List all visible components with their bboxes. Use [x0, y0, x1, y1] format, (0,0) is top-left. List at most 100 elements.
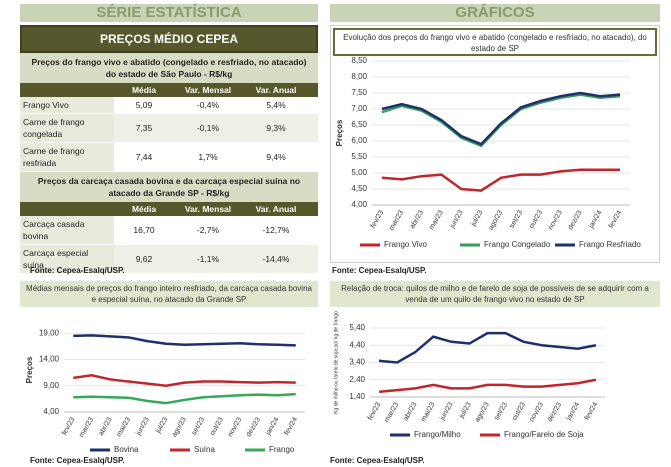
header-cell: Var. Mensal — [184, 85, 232, 95]
line — [73, 334, 296, 347]
y-tick-label: 6,00 — [351, 136, 367, 145]
line — [378, 378, 597, 394]
x-tick-label: mar/23 — [78, 416, 95, 438]
chart-title: Relação de troca: quilos de milho e de f… — [330, 281, 660, 307]
header-cell: Var. Anual — [255, 204, 297, 214]
cell: Carcaça especial suína — [20, 245, 114, 273]
cell: -0,4% — [196, 100, 220, 110]
cell: 5,09 — [135, 100, 153, 110]
x-tick-label: jun/23 — [449, 209, 465, 230]
x-tick-label: nov/23 — [528, 401, 545, 423]
chart: 1,40 2,40 3,40 4,40 5,40 fev/23 mar/23 abr/23 ma… — [333, 311, 605, 439]
source: Fonte: Cepea-Esalq/USP. — [30, 266, 125, 275]
x-tick-label: fev/23 — [61, 416, 77, 436]
x-tick-label: fev/23 — [367, 401, 383, 421]
x-tick-label: set/23 — [191, 416, 207, 436]
legend-label: Frango Resfriado — [579, 240, 641, 249]
header-cell: Var. Mensal — [184, 204, 232, 214]
header-row: Média Var. Mensal Var. Anual — [20, 83, 318, 97]
header-row: Média Var. Mensal Var. Anual — [20, 202, 318, 216]
legend-label: Bovina — [114, 445, 139, 454]
x-tick-label: set/23 — [493, 401, 509, 421]
x-tick-label: jul/23 — [470, 209, 485, 228]
cell: 1,7% — [198, 152, 218, 162]
y-tick-label: 7,50 — [351, 88, 367, 97]
legend-label: Frango/Milho — [414, 430, 461, 439]
x-tick-label: abr/23 — [403, 401, 419, 422]
cell: Frango Vivo — [20, 97, 114, 113]
line — [381, 168, 621, 192]
x-tick-label: dez/23 — [245, 416, 262, 438]
source: Fonte: Cepea-Esalq/USP. — [332, 266, 427, 275]
line — [381, 91, 621, 146]
row: Frango Vivo 5,09 -0,4% 5,4% — [20, 97, 318, 114]
cell: -1,1% — [196, 254, 220, 264]
y-axis-label: Preços — [335, 119, 344, 146]
y-tick-label: 5,00 — [351, 168, 367, 177]
source: Fonte: Cepea-Esalq/USP. — [30, 456, 125, 465]
legend-label: Frango Congelado — [484, 240, 551, 249]
x-tick-label: fev/24 — [283, 416, 299, 436]
header-cell: Média — [131, 85, 157, 95]
x-tick-label: jul/23 — [154, 416, 169, 435]
y-tick-label: 4,40 — [349, 340, 365, 349]
section-title: Preços da carcaça casada bovina e da car… — [20, 172, 318, 202]
y-tick-label: 5,50 — [351, 152, 367, 161]
chart-frame — [330, 25, 660, 263]
x-tick-label: jun/23 — [439, 401, 455, 422]
line — [73, 392, 296, 405]
header-cell: Média — [131, 204, 157, 214]
x-tick-label: fev/24 — [608, 209, 624, 229]
table-title: PREÇOS MÉDIO CEPEA — [20, 25, 318, 53]
table: PREÇOS MÉDIO CEPEA Preços do frango vivo… — [20, 25, 318, 274]
y-axis-label: Preços — [25, 356, 34, 383]
x-tick-label: fev/23 — [370, 209, 386, 229]
cell: 9,3% — [266, 123, 286, 133]
right-header: GRÁFICOS — [330, 4, 660, 22]
x-tick-label: dez/23 — [567, 209, 584, 231]
chart: 4,00 9,00 14,00 19,00 fev/23 mar/23 abr/23 mai/… — [25, 328, 305, 454]
section-title: Preços do frango vivo e abatido (congela… — [20, 53, 318, 83]
cell: 9,62 — [135, 254, 153, 264]
row: Carne de frango congelada 7,35 -0,1% 9,3% — [20, 114, 318, 143]
row: Carne de frango resfriada 7,44 1,7% 9,4% — [20, 143, 318, 172]
x-tick-label: ago/23 — [488, 209, 505, 231]
chart: 4,00 4,50 5,00 5,50 6,00 6,50 7,00 7,50 8,00 8,50… — [335, 57, 641, 249]
y-tick-label: 9,00 — [43, 381, 59, 390]
x-tick-label: mar/23 — [388, 209, 405, 231]
legend-label: Frango/Farelo de Soja — [504, 430, 584, 439]
line — [73, 373, 296, 388]
x-tick-label: jan/24 — [587, 209, 603, 230]
x-tick-label: ago/23 — [474, 401, 491, 423]
cell: -0,1% — [196, 123, 220, 133]
x-tick-label: ago/23 — [171, 416, 188, 438]
chart-title: Médias mensais de preços do frango intei… — [20, 281, 318, 307]
x-tick-label: nov/23 — [227, 416, 244, 438]
x-tick-label: jan/24 — [565, 401, 581, 422]
y-tick-label: 3,40 — [349, 358, 365, 367]
x-tick-label: mar/23 — [383, 401, 400, 423]
y-tick-label: 19,00 — [39, 328, 60, 337]
y-tick-label: 8,50 — [351, 57, 367, 65]
legend-label: Suína — [194, 445, 215, 454]
y-tick-label: 7,00 — [351, 104, 367, 113]
x-tick-label: abr/23 — [409, 209, 425, 230]
x-tick-label: fev/24 — [584, 401, 600, 421]
y-tick-label: 1,40 — [349, 392, 365, 401]
x-tick-label: abr/23 — [98, 416, 114, 437]
y-tick-label: 6,50 — [351, 120, 367, 129]
y-tick-label: 8,00 — [351, 72, 367, 81]
x-tick-label: dez/23 — [547, 401, 564, 423]
row: Carcaça especial suína 9,62 -1,1% -14,4% — [20, 245, 318, 274]
y-tick-label: 5,40 — [349, 323, 365, 332]
x-tick-label: jul/23 — [458, 401, 473, 420]
cell: 9,4% — [266, 152, 286, 162]
y-tick-label: 4,50 — [351, 184, 367, 193]
x-tick-label: jun/23 — [135, 416, 151, 437]
cell: 5,4% — [266, 100, 286, 110]
y-axis-label: Kg de milho ou farelo de soja por kg de … — [333, 311, 339, 414]
x-tick-label: out/23 — [209, 416, 225, 436]
cell: 7,44 — [135, 152, 153, 162]
x-tick-label: out/23 — [528, 209, 544, 229]
